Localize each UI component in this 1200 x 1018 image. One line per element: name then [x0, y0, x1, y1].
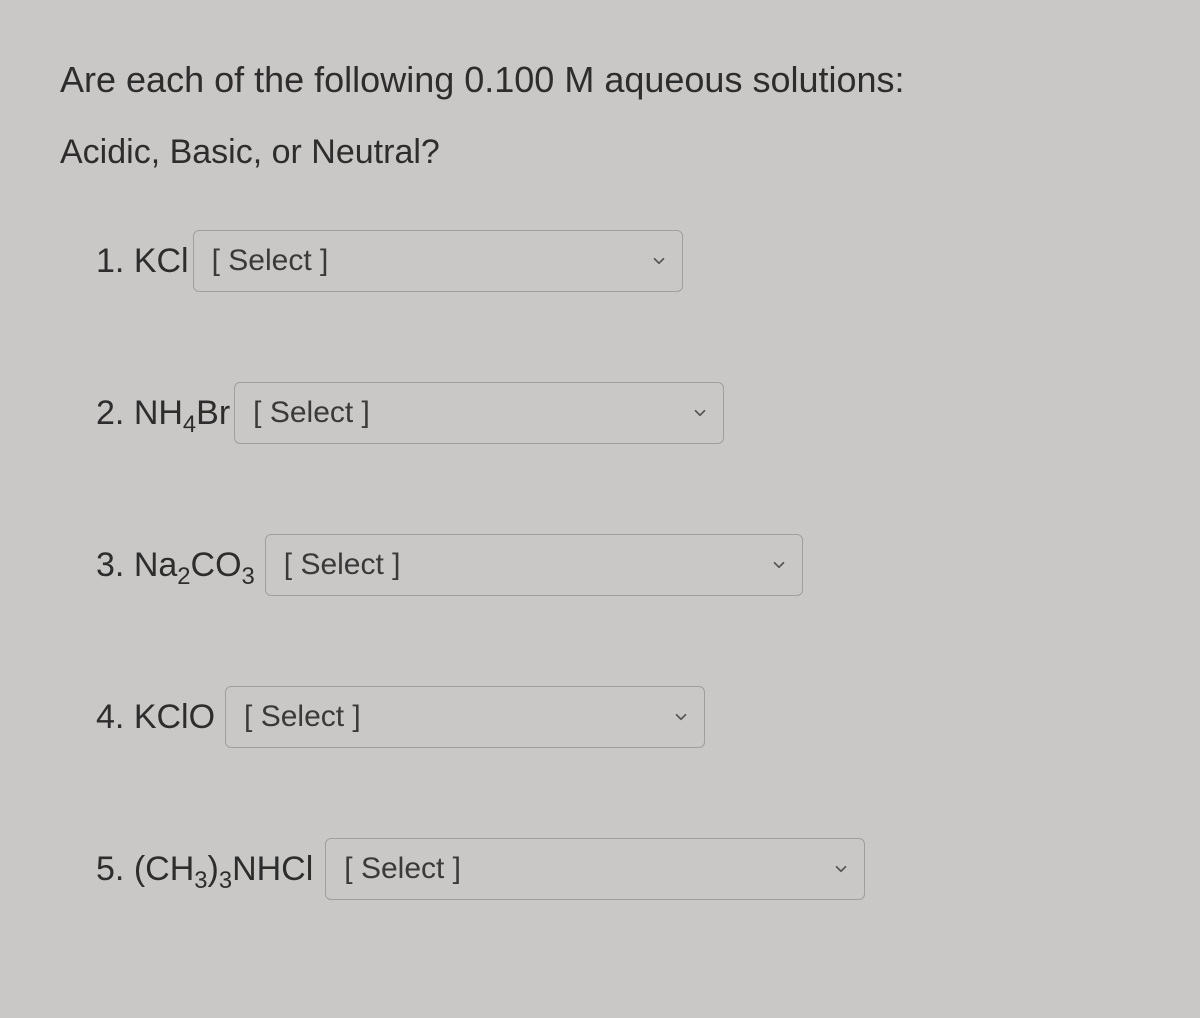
- select-placeholder: [ Select ]: [244, 700, 361, 734]
- chevron-down-icon: [691, 404, 709, 422]
- select-placeholder: [ Select ]: [344, 852, 461, 886]
- select-dropdown-1[interactable]: [ Select ]: [193, 230, 683, 292]
- question-line-2: Acidic, Basic, or Neutral?: [60, 133, 1140, 172]
- select-dropdown-4[interactable]: [ Select ]: [225, 686, 705, 748]
- item-formula: Na2CO3: [134, 546, 255, 584]
- chevron-down-icon: [672, 708, 690, 726]
- select-dropdown-5[interactable]: [ Select ]: [325, 838, 865, 900]
- chevron-down-icon: [770, 556, 788, 574]
- item-label-1: 1. KCl: [96, 244, 189, 278]
- question-line-1: Are each of the following 0.100 M aqueou…: [60, 56, 1140, 105]
- item-label-4: 4. KClO: [96, 700, 215, 734]
- item-formula: (CH3)3NHCl: [134, 850, 313, 888]
- item-label-3: 3. Na2CO3: [96, 548, 255, 582]
- item-number: 1.: [96, 242, 124, 280]
- item-number: 4.: [96, 698, 124, 736]
- item-row-5: 5. (CH3)3NHCl [ Select ]: [60, 838, 1140, 900]
- item-formula: KCl: [134, 242, 189, 280]
- item-formula: NH4Br: [134, 394, 230, 432]
- chevron-down-icon: [650, 252, 668, 270]
- select-dropdown-2[interactable]: [ Select ]: [234, 382, 724, 444]
- item-row-2: 2. NH4Br [ Select ]: [60, 382, 1140, 444]
- item-row-4: 4. KClO [ Select ]: [60, 686, 1140, 748]
- item-number: 5.: [96, 850, 124, 888]
- item-row-1: 1. KCl [ Select ]: [60, 230, 1140, 292]
- item-label-2: 2. NH4Br: [96, 396, 230, 430]
- select-placeholder: [ Select ]: [284, 548, 401, 582]
- select-placeholder: [ Select ]: [253, 396, 370, 430]
- item-number: 3.: [96, 546, 124, 584]
- select-dropdown-3[interactable]: [ Select ]: [265, 534, 803, 596]
- item-number: 2.: [96, 394, 124, 432]
- item-row-3: 3. Na2CO3 [ Select ]: [60, 534, 1140, 596]
- chevron-down-icon: [832, 860, 850, 878]
- select-placeholder: [ Select ]: [212, 244, 329, 278]
- item-label-5: 5. (CH3)3NHCl: [96, 852, 313, 886]
- item-formula: KClO: [134, 698, 215, 736]
